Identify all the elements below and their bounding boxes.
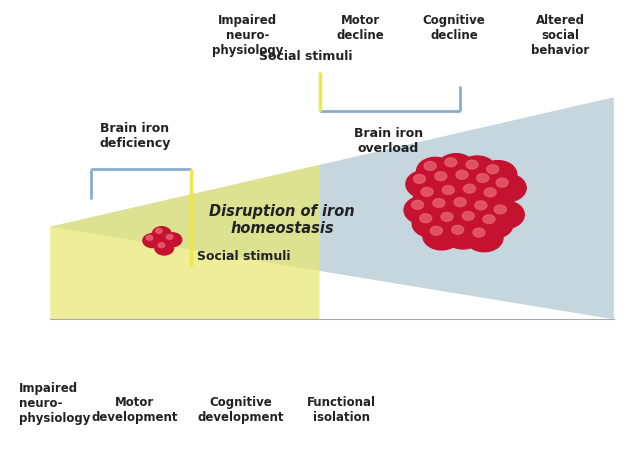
- Circle shape: [444, 221, 482, 249]
- Circle shape: [163, 233, 181, 247]
- Circle shape: [423, 222, 460, 250]
- Circle shape: [462, 211, 474, 220]
- Circle shape: [475, 201, 487, 210]
- Polygon shape: [50, 97, 614, 319]
- Circle shape: [477, 184, 514, 211]
- Circle shape: [433, 208, 471, 236]
- Circle shape: [489, 174, 526, 202]
- Circle shape: [494, 205, 506, 214]
- Circle shape: [404, 196, 442, 224]
- Text: Social stimuli: Social stimuli: [259, 50, 353, 63]
- Circle shape: [424, 161, 436, 170]
- Circle shape: [412, 201, 424, 209]
- Text: Disruption of iron
homeostasis: Disruption of iron homeostasis: [209, 203, 355, 236]
- Circle shape: [456, 180, 493, 208]
- Circle shape: [496, 178, 508, 187]
- Circle shape: [413, 175, 426, 183]
- Circle shape: [155, 241, 174, 255]
- Circle shape: [158, 243, 165, 248]
- Text: Brain iron
overload: Brain iron overload: [354, 127, 423, 155]
- Circle shape: [421, 187, 433, 196]
- Circle shape: [473, 228, 485, 237]
- Circle shape: [466, 160, 478, 169]
- Circle shape: [441, 212, 453, 221]
- Circle shape: [435, 172, 447, 181]
- Circle shape: [456, 170, 468, 179]
- Circle shape: [413, 183, 451, 211]
- Circle shape: [442, 185, 454, 194]
- Circle shape: [146, 236, 153, 240]
- Circle shape: [447, 194, 484, 221]
- Circle shape: [152, 227, 171, 241]
- Circle shape: [412, 210, 450, 237]
- Text: Motor
decline: Motor decline: [336, 14, 384, 42]
- Polygon shape: [50, 165, 320, 319]
- Text: Motor
development: Motor development: [91, 396, 178, 423]
- Text: Functional
isolation: Functional isolation: [307, 396, 376, 423]
- Text: Social stimuli: Social stimuli: [197, 250, 291, 263]
- Circle shape: [467, 197, 505, 224]
- Circle shape: [479, 160, 517, 188]
- Circle shape: [483, 215, 495, 224]
- Circle shape: [459, 156, 496, 184]
- Text: Brain iron
deficiency: Brain iron deficiency: [99, 122, 171, 151]
- Circle shape: [455, 207, 492, 235]
- Circle shape: [454, 198, 466, 206]
- Circle shape: [469, 169, 507, 197]
- Circle shape: [445, 158, 457, 167]
- Circle shape: [417, 157, 454, 185]
- Text: Cognitive
decline: Cognitive decline: [423, 14, 486, 42]
- Circle shape: [426, 194, 463, 222]
- Circle shape: [437, 154, 475, 181]
- Text: Altered
social
behavior: Altered social behavior: [532, 14, 590, 57]
- Circle shape: [484, 188, 497, 197]
- Circle shape: [406, 170, 443, 198]
- Circle shape: [463, 184, 475, 193]
- Circle shape: [143, 234, 162, 248]
- Circle shape: [155, 228, 162, 233]
- Text: Impaired
neuro-
physiology: Impaired neuro- physiology: [212, 14, 283, 57]
- Circle shape: [433, 199, 445, 207]
- Circle shape: [166, 235, 173, 239]
- Circle shape: [420, 214, 432, 223]
- Circle shape: [465, 224, 503, 252]
- Circle shape: [430, 226, 442, 235]
- Circle shape: [452, 225, 464, 234]
- Circle shape: [427, 168, 465, 195]
- Circle shape: [487, 201, 524, 228]
- Circle shape: [449, 166, 486, 194]
- Text: Cognitive
development: Cognitive development: [198, 396, 284, 423]
- Circle shape: [435, 181, 472, 209]
- Circle shape: [475, 211, 513, 238]
- Circle shape: [477, 174, 489, 183]
- Circle shape: [487, 165, 498, 174]
- Text: Impaired
neuro-
physiology: Impaired neuro- physiology: [19, 382, 90, 425]
